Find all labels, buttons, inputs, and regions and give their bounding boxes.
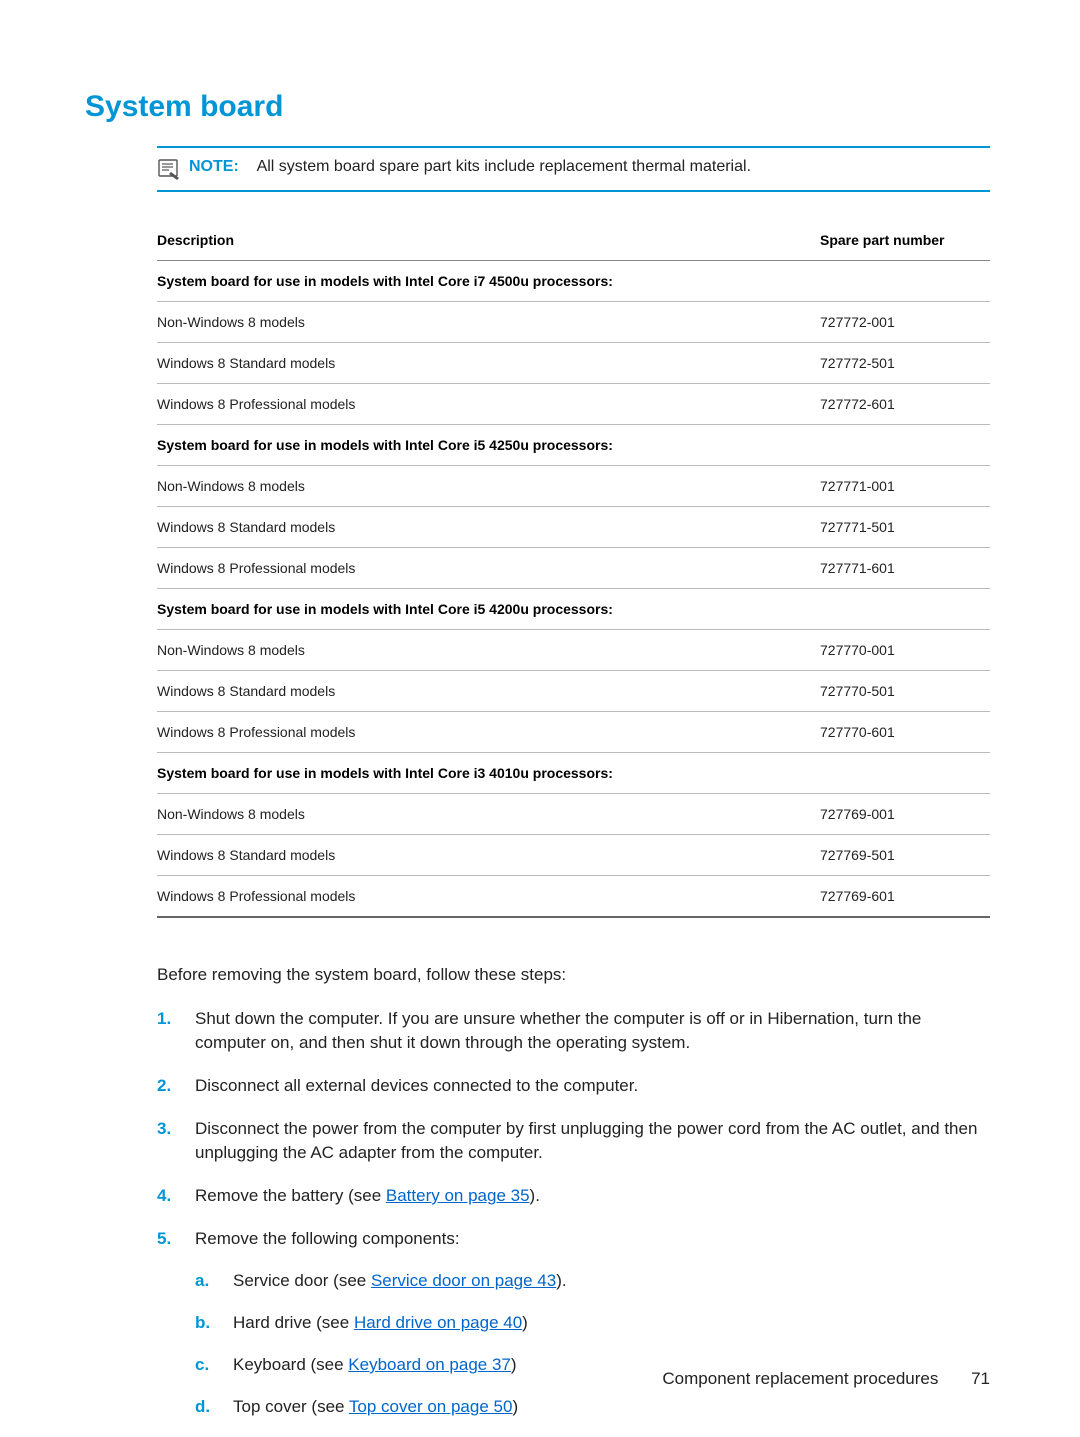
parts-table: Description Spare part number System boa… <box>157 220 990 918</box>
section-heading: System board <box>85 90 990 124</box>
table-row: Windows 8 Standard models727770-501 <box>157 671 990 712</box>
keyboard-link[interactable]: Keyboard on page 37 <box>348 1355 511 1374</box>
note-text: All system board spare part kits include… <box>257 158 751 175</box>
table-cell-description: Windows 8 Professional models <box>157 876 820 918</box>
substep-a: Service door (see Service door on page 4… <box>195 1269 990 1293</box>
table-cell-description: Windows 8 Professional models <box>157 384 820 425</box>
table-row: Non-Windows 8 models727770-001 <box>157 630 990 671</box>
table-section-header: System board for use in models with Inte… <box>157 589 990 630</box>
table-row: Windows 8 Professional models727770-601 <box>157 712 990 753</box>
table-cell-spn: 727770-501 <box>820 671 990 712</box>
note-content: NOTE: All system board spare part kits i… <box>189 158 751 176</box>
table-cell-description: Windows 8 Standard models <box>157 835 820 876</box>
table-cell-description: Non-Windows 8 models <box>157 302 820 343</box>
table-cell-description: Windows 8 Professional models <box>157 712 820 753</box>
substeps-list: Service door (see Service door on page 4… <box>195 1269 990 1418</box>
table-row: Windows 8 Standard models727772-501 <box>157 343 990 384</box>
footer-text: Component replacement procedures <box>662 1369 938 1388</box>
table-row: Non-Windows 8 models727772-001 <box>157 302 990 343</box>
substep-d: Top cover (see Top cover on page 50) <box>195 1395 990 1419</box>
page-footer: Component replacement procedures 71 <box>662 1369 990 1389</box>
step-5-text: Remove the following components: <box>195 1229 460 1248</box>
col-spn-header: Spare part number <box>820 220 990 261</box>
steps-list: Shut down the computer. If you are unsur… <box>157 1007 990 1419</box>
substep-b: Hard drive (see Hard drive on page 40) <box>195 1311 990 1335</box>
page-number: 71 <box>971 1369 990 1388</box>
table-cell-description: Windows 8 Standard models <box>157 343 820 384</box>
table-cell-spn: 727770-001 <box>820 630 990 671</box>
table-cell-spn: 727772-501 <box>820 343 990 384</box>
step-2: Disconnect all external devices connecte… <box>157 1074 990 1099</box>
table-cell-spn: 727769-501 <box>820 835 990 876</box>
step-1: Shut down the computer. If you are unsur… <box>157 1007 990 1056</box>
col-description-header: Description <box>157 220 820 261</box>
top-cover-link[interactable]: Top cover on page 50 <box>349 1397 513 1416</box>
table-section-title: System board for use in models with Inte… <box>157 753 990 794</box>
table-cell-spn: 727770-601 <box>820 712 990 753</box>
service-door-link[interactable]: Service door on page 43 <box>371 1271 556 1290</box>
table-row: Non-Windows 8 models727769-001 <box>157 794 990 835</box>
table-section-header: System board for use in models with Inte… <box>157 753 990 794</box>
table-section-title: System board for use in models with Inte… <box>157 261 990 302</box>
step-5: Remove the following components: Service… <box>157 1227 990 1419</box>
table-cell-spn: 727771-001 <box>820 466 990 507</box>
table-section-title: System board for use in models with Inte… <box>157 589 990 630</box>
note-label: NOTE: <box>189 158 239 175</box>
table-section-header: System board for use in models with Inte… <box>157 261 990 302</box>
table-cell-description: Non-Windows 8 models <box>157 630 820 671</box>
table-cell-description: Non-Windows 8 models <box>157 466 820 507</box>
table-cell-spn: 727769-601 <box>820 876 990 918</box>
table-row: Windows 8 Standard models727769-501 <box>157 835 990 876</box>
battery-link[interactable]: Battery on page 35 <box>386 1186 530 1205</box>
table-row: Windows 8 Professional models727771-601 <box>157 548 990 589</box>
step-4: Remove the battery (see Battery on page … <box>157 1184 990 1209</box>
table-cell-spn: 727771-601 <box>820 548 990 589</box>
table-row: Windows 8 Standard models727771-501 <box>157 507 990 548</box>
table-section-title: System board for use in models with Inte… <box>157 425 990 466</box>
step-3: Disconnect the power from the computer b… <box>157 1117 990 1166</box>
table-cell-description: Windows 8 Standard models <box>157 507 820 548</box>
table-row: Windows 8 Professional models727769-601 <box>157 876 990 918</box>
step-4-post: ). <box>530 1186 540 1205</box>
table-cell-description: Non-Windows 8 models <box>157 794 820 835</box>
hard-drive-link[interactable]: Hard drive on page 40 <box>354 1313 522 1332</box>
note-block: NOTE: All system board spare part kits i… <box>157 146 990 192</box>
step-4-pre: Remove the battery (see <box>195 1186 386 1205</box>
table-row: Windows 8 Professional models727772-601 <box>157 384 990 425</box>
table-section-header: System board for use in models with Inte… <box>157 425 990 466</box>
table-cell-spn: 727771-501 <box>820 507 990 548</box>
table-row: Non-Windows 8 models727771-001 <box>157 466 990 507</box>
note-icon <box>157 158 181 180</box>
table-cell-spn: 727772-001 <box>820 302 990 343</box>
table-cell-spn: 727772-601 <box>820 384 990 425</box>
table-cell-description: Windows 8 Standard models <box>157 671 820 712</box>
intro-text: Before removing the system board, follow… <box>157 963 990 987</box>
table-cell-description: Windows 8 Professional models <box>157 548 820 589</box>
table-cell-spn: 727769-001 <box>820 794 990 835</box>
